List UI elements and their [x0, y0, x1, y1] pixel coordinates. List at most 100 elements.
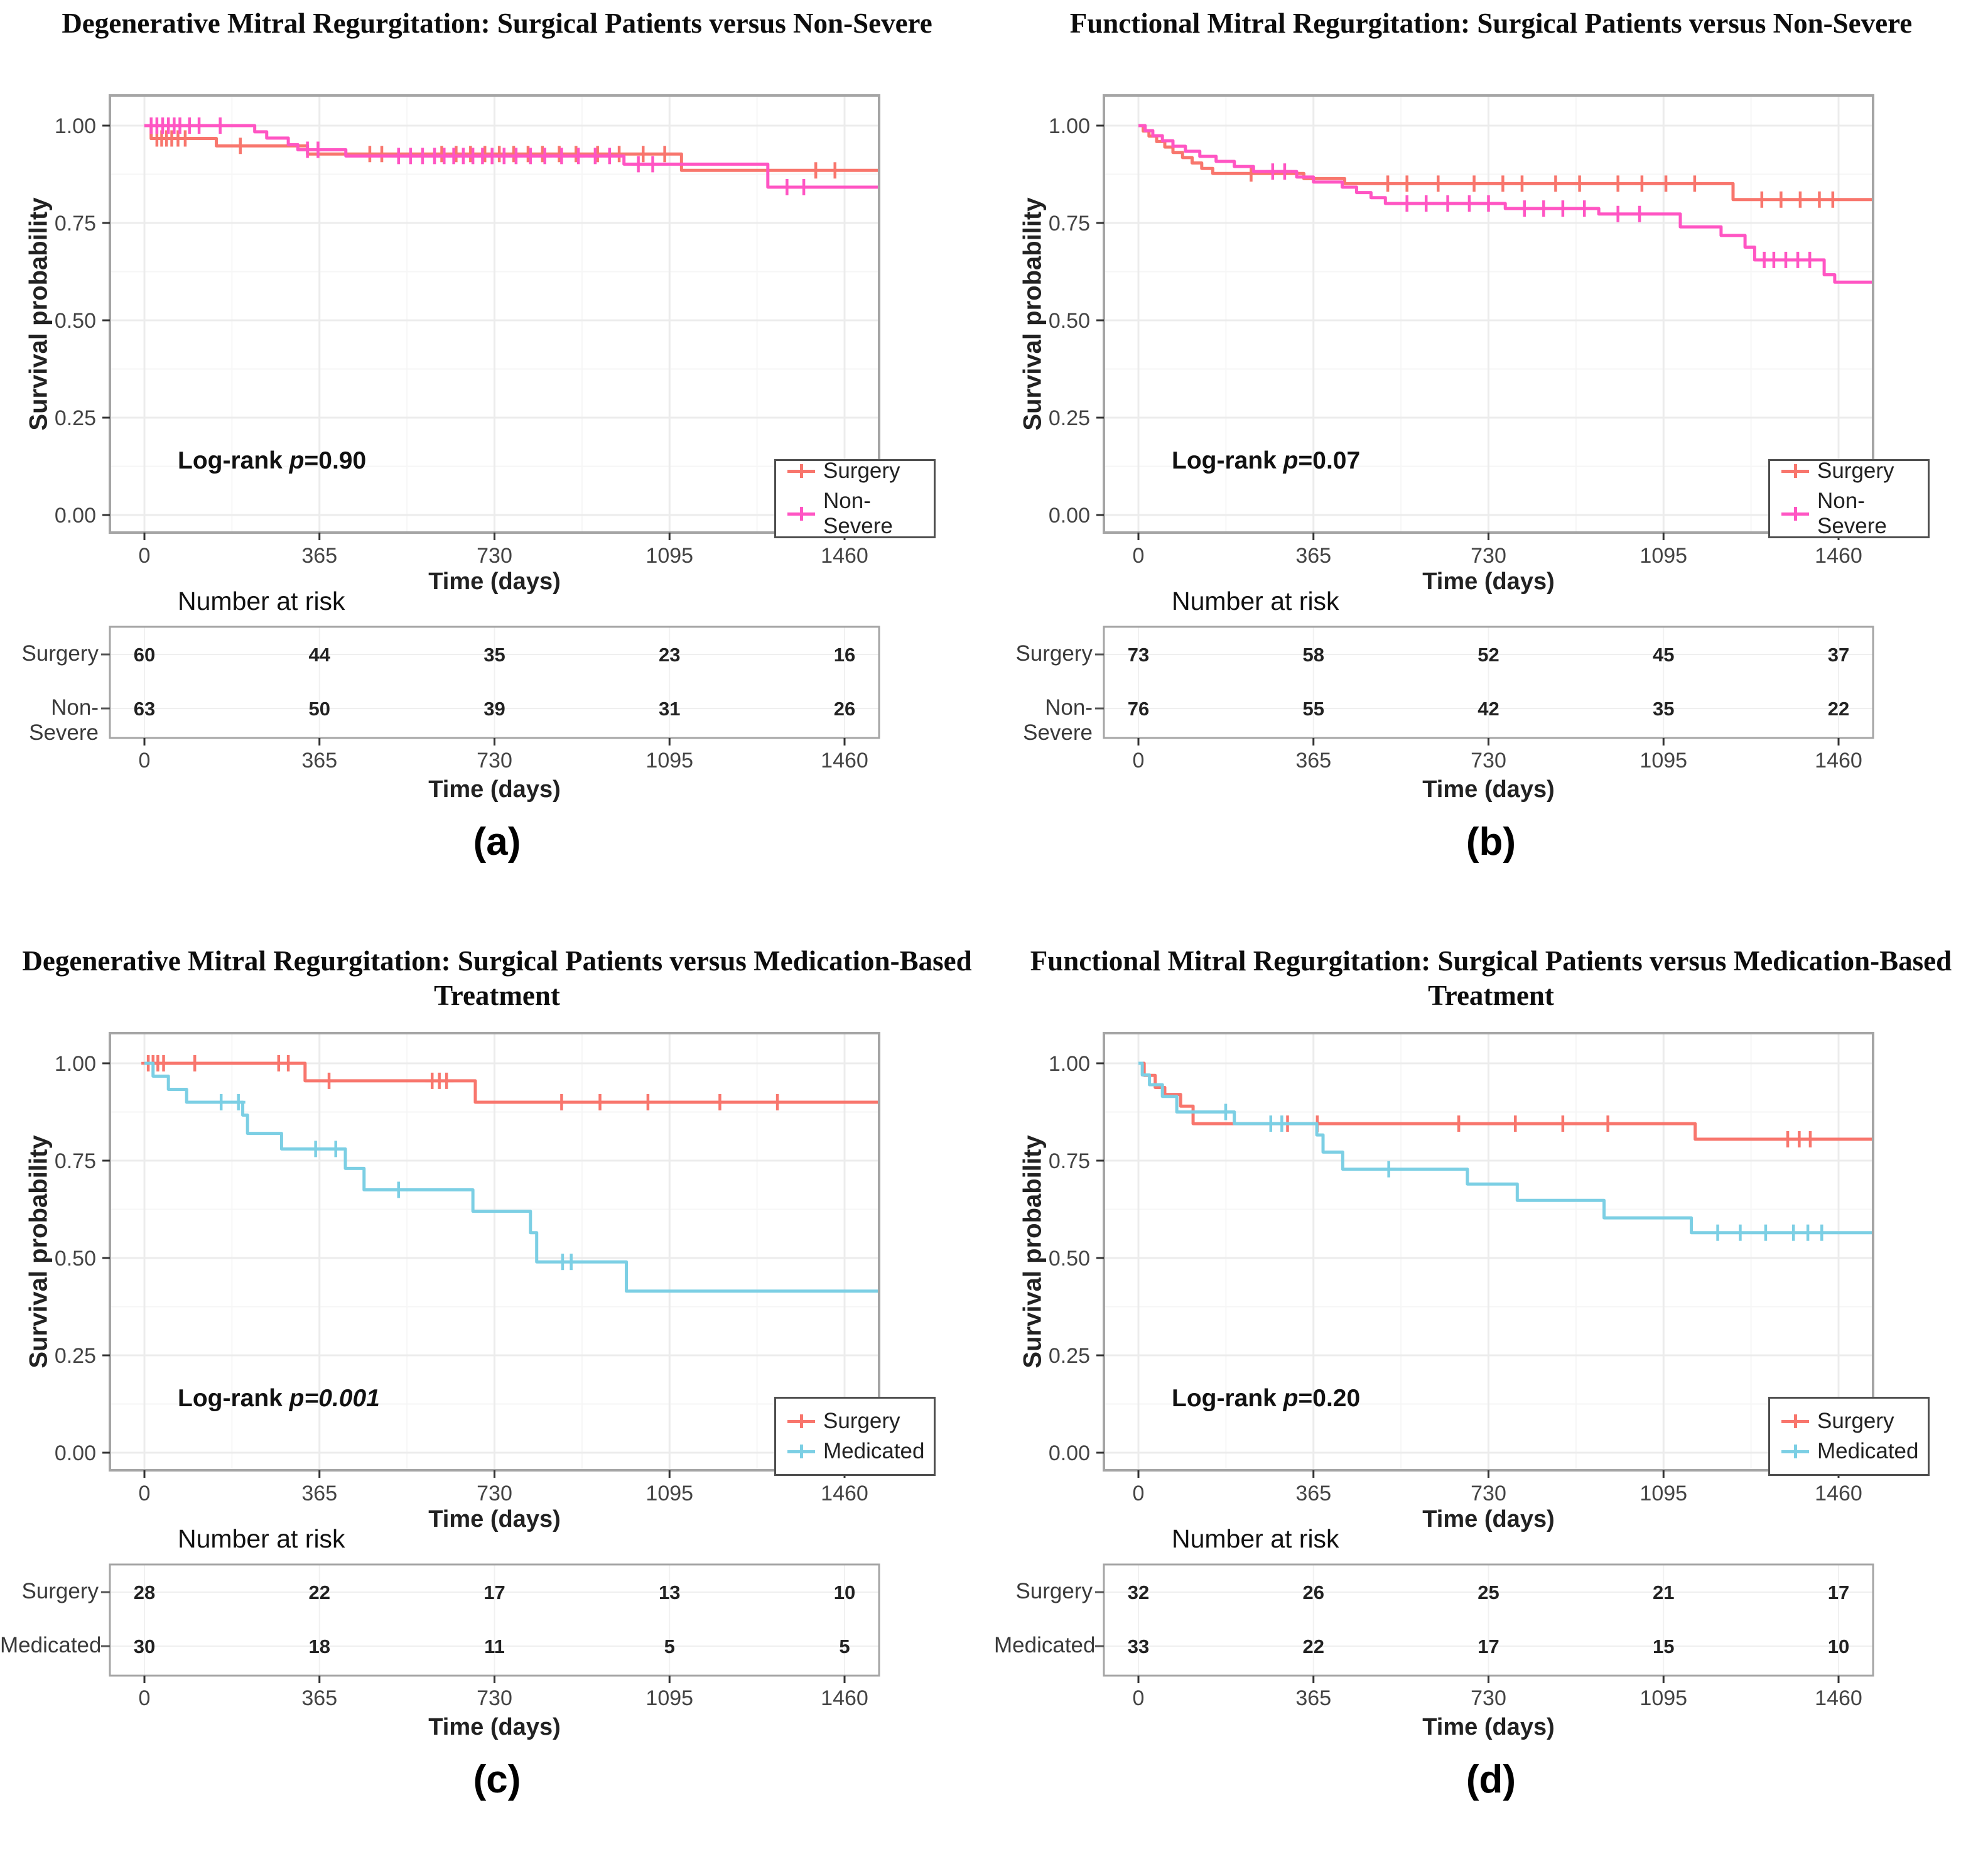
svg-text:0.00: 0.00 [55, 504, 96, 528]
svg-text:0.50: 0.50 [55, 309, 96, 333]
svg-text:1095: 1095 [1640, 1482, 1687, 1505]
panel-d: 0 365 730 1095 1460 1.00 0.75 0.50 0.25 0.00 32 26 2… [994, 938, 1988, 1876]
svg-text:0: 0 [139, 1686, 151, 1710]
surgery-censor-plus-icon [787, 464, 815, 479]
risk-row-label-medicated: Medicated [994, 1633, 1096, 1657]
svg-text:60: 60 [134, 644, 155, 666]
number-at-risk-header: Number at risk [1172, 587, 1339, 615]
svg-text:730: 730 [477, 544, 512, 568]
svg-text:45: 45 [1653, 644, 1674, 666]
svg-text:730: 730 [1471, 749, 1506, 773]
legend-box: Surgery Non-Severe [1768, 458, 1930, 538]
number-at-risk-header: Number at risk [178, 1524, 345, 1553]
svg-text:26: 26 [834, 698, 855, 720]
svg-text:0.50: 0.50 [55, 1247, 96, 1271]
svg-text:25: 25 [1477, 1581, 1499, 1603]
svg-text:0.75: 0.75 [1049, 212, 1090, 236]
x-axis-label: Time (days) [428, 568, 561, 595]
log-rank-p-value: Log-rank p=0.001 [178, 1385, 380, 1412]
svg-text:17: 17 [1477, 1635, 1499, 1657]
svg-text:0: 0 [1133, 1686, 1145, 1710]
panel-b-caption: (b) [1466, 820, 1516, 864]
svg-text:0.25: 0.25 [55, 1344, 96, 1368]
km-plot-svg-d: 0 365 730 1095 1460 1.00 0.75 0.50 0.25 0.00 32 26 2… [1049, 1032, 1874, 1710]
svg-text:0.25: 0.25 [1049, 406, 1090, 430]
svg-text:1.00: 1.00 [55, 114, 96, 138]
svg-text:22: 22 [1828, 698, 1849, 720]
medicated-censor-plus-icon [787, 1444, 815, 1459]
x-axis-label: Time (days) [428, 1506, 561, 1532]
svg-text:365: 365 [301, 544, 337, 568]
svg-text:5: 5 [839, 1635, 850, 1657]
risk-x-axis-label: Time (days) [428, 1714, 561, 1740]
svg-text:1460: 1460 [821, 544, 868, 568]
panel-d-caption: (d) [1466, 1758, 1516, 1801]
svg-text:35: 35 [483, 644, 505, 666]
svg-text:11: 11 [484, 1635, 505, 1657]
svg-text:1095: 1095 [646, 749, 693, 773]
number-at-risk-header: Number at risk [1172, 1524, 1339, 1553]
svg-text:17: 17 [1828, 1581, 1849, 1603]
surgery-censor-plus-icon [1781, 1414, 1809, 1429]
svg-text:365: 365 [301, 1686, 337, 1710]
svg-text:1460: 1460 [821, 1482, 868, 1505]
svg-text:0: 0 [1133, 749, 1145, 773]
svg-text:730: 730 [477, 1686, 512, 1710]
svg-text:0.75: 0.75 [55, 1149, 96, 1173]
svg-text:730: 730 [1471, 1482, 1506, 1505]
svg-text:1095: 1095 [1640, 544, 1687, 568]
y-axis-label: Survival probability [24, 1135, 53, 1369]
legend-entry-surgery: Surgery [1781, 1409, 1928, 1434]
legend-entry-surgery: Surgery [1781, 458, 1928, 484]
risk-row-label-surgery: Surgery [21, 641, 99, 666]
panel-c-caption: (c) [473, 1758, 521, 1801]
svg-text:39: 39 [483, 698, 505, 720]
svg-text:1460: 1460 [821, 749, 868, 773]
risk-row-label-surgery: Surgery [21, 1579, 99, 1603]
svg-text:17: 17 [483, 1581, 505, 1603]
svg-text:730: 730 [1471, 544, 1506, 568]
svg-text:37: 37 [1828, 644, 1849, 666]
svg-text:55: 55 [1303, 698, 1324, 720]
svg-text:1460: 1460 [821, 1686, 868, 1710]
svg-text:0: 0 [1133, 1482, 1145, 1505]
x-axis-label: Time (days) [1422, 568, 1555, 595]
svg-text:26: 26 [1303, 1581, 1324, 1603]
svg-text:730: 730 [1471, 1686, 1506, 1710]
svg-text:365: 365 [301, 1482, 337, 1505]
svg-text:10: 10 [1828, 1635, 1849, 1657]
svg-text:50: 50 [309, 698, 330, 720]
svg-text:44: 44 [309, 644, 331, 666]
legend-box: Surgery Medicated [774, 1397, 936, 1476]
risk-x-axis-label: Time (days) [428, 776, 561, 803]
svg-text:1095: 1095 [1640, 1686, 1687, 1710]
svg-text:0.00: 0.00 [1049, 504, 1090, 528]
svg-text:365: 365 [1295, 544, 1331, 568]
svg-text:21: 21 [1653, 1581, 1674, 1603]
svg-text:23: 23 [659, 644, 680, 666]
svg-text:365: 365 [1295, 1482, 1331, 1505]
svg-text:0.50: 0.50 [1049, 309, 1090, 333]
risk-row-label-non-severe: Non-Severe [29, 695, 99, 745]
svg-text:0: 0 [139, 544, 151, 568]
svg-text:5: 5 [664, 1635, 675, 1657]
log-rank-p-value: Log-rank p=0.07 [1172, 447, 1361, 474]
svg-text:31: 31 [659, 698, 680, 720]
svg-text:1.00: 1.00 [1049, 1052, 1090, 1076]
medicated-censor-plus-icon [1781, 1444, 1809, 1459]
svg-text:0: 0 [1133, 544, 1145, 568]
svg-text:365: 365 [1295, 1686, 1331, 1710]
legend-entry-surgery: Surgery [787, 1409, 934, 1434]
surgery-censor-plus-icon [1781, 464, 1809, 479]
risk-x-axis-label: Time (days) [1422, 1714, 1555, 1740]
panel-c: 0 365 730 1095 1460 1.00 0.75 0.50 0.25 0.00 28 22 1… [0, 938, 994, 1876]
svg-text:365: 365 [1295, 749, 1331, 773]
svg-text:76: 76 [1128, 698, 1149, 720]
svg-text:35: 35 [1653, 698, 1674, 720]
x-axis-label: Time (days) [1422, 1506, 1555, 1532]
panel-d-title: Functional Mitral Regurgitation: Surgica… [1030, 945, 1952, 1011]
panel-a: 0 365 730 1095 1460 1.00 0.75 0.50 0.25 0.00 60 44 3… [0, 0, 994, 938]
y-axis-label: Survival probability [24, 197, 53, 431]
risk-row-label-surgery: Surgery [1015, 1579, 1093, 1603]
